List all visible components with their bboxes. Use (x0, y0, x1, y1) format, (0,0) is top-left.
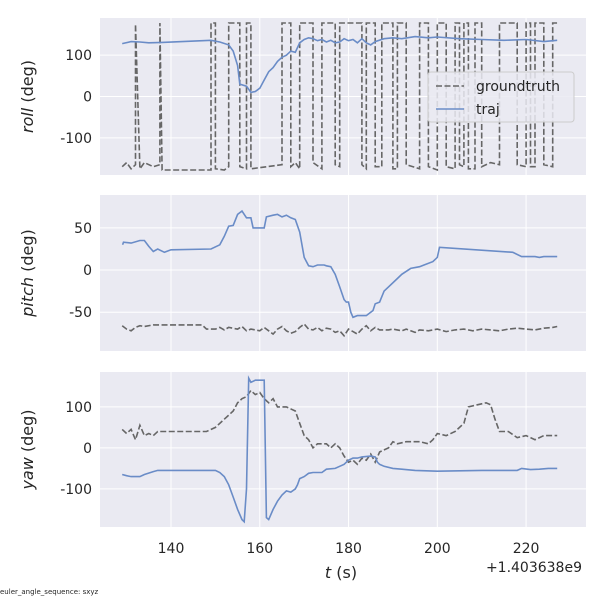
y-tick-label: 50 (74, 221, 92, 237)
x-axis-label-unit: (s) (331, 563, 357, 582)
legend: groundtruth traj (427, 71, 575, 123)
subplot-2: 140 160 180 200 220 -100 0 100 yaw (deg) t (s) +1.… (18, 372, 586, 582)
x-tick-label: 180 (335, 541, 362, 557)
x-tick-label: 220 (513, 541, 540, 557)
series-traj-line (121, 209, 558, 319)
y-tick-label: 100 (65, 48, 92, 64)
y-axis-label-unit: (deg) (18, 60, 37, 108)
y-tick-label: 100 (65, 400, 92, 416)
legend-label-groundtruth: groundtruth (476, 79, 560, 95)
y-tick-label: 0 (83, 441, 92, 457)
y-axis-label-unit: (deg) (18, 229, 37, 277)
y-axis-label-unit: (deg) (18, 409, 37, 457)
y-axis-label-var: pitch (18, 277, 37, 318)
y-tick-label: -100 (60, 482, 92, 498)
y-axis-label-var: roll (18, 107, 37, 133)
x-axis-label-var: t (325, 563, 332, 582)
y-tick-label: 0 (83, 263, 92, 279)
series-traj-line (122, 35, 558, 94)
y-tick-label: -50 (69, 305, 92, 321)
x-tick-label: 160 (246, 541, 273, 557)
y-tick-label: -100 (60, 131, 92, 147)
y-axis-label-var: yaw (18, 456, 37, 490)
subplot-0: -100 0 100 roll (deg) groundtruth traj (18, 18, 586, 175)
y-axis-label: pitch (deg) (18, 229, 37, 318)
x-tick-label: 140 (158, 541, 185, 557)
x-tick-label: 200 (424, 541, 451, 557)
legend-box (427, 71, 575, 123)
y-tick-label: 0 (83, 90, 92, 106)
series-traj-line (121, 375, 558, 524)
series-groundtruth-line (121, 389, 558, 466)
plot-background (100, 195, 586, 351)
plot-background (100, 372, 586, 527)
legend-label-traj: traj (476, 102, 500, 118)
series-groundtruth-line (121, 22, 558, 172)
y-axis-label: roll (deg) (18, 60, 37, 133)
x-axis-label: t (s) (325, 563, 357, 582)
series-groundtruth-line (121, 322, 558, 338)
footer-note: euler_angle_sequence: sxyz (0, 588, 99, 596)
y-axis-label: yaw (deg) (18, 409, 37, 490)
x-offset-label: +1.403638e9 (486, 560, 582, 576)
subplot-1: -50 0 50 pitch (deg) (18, 195, 586, 351)
